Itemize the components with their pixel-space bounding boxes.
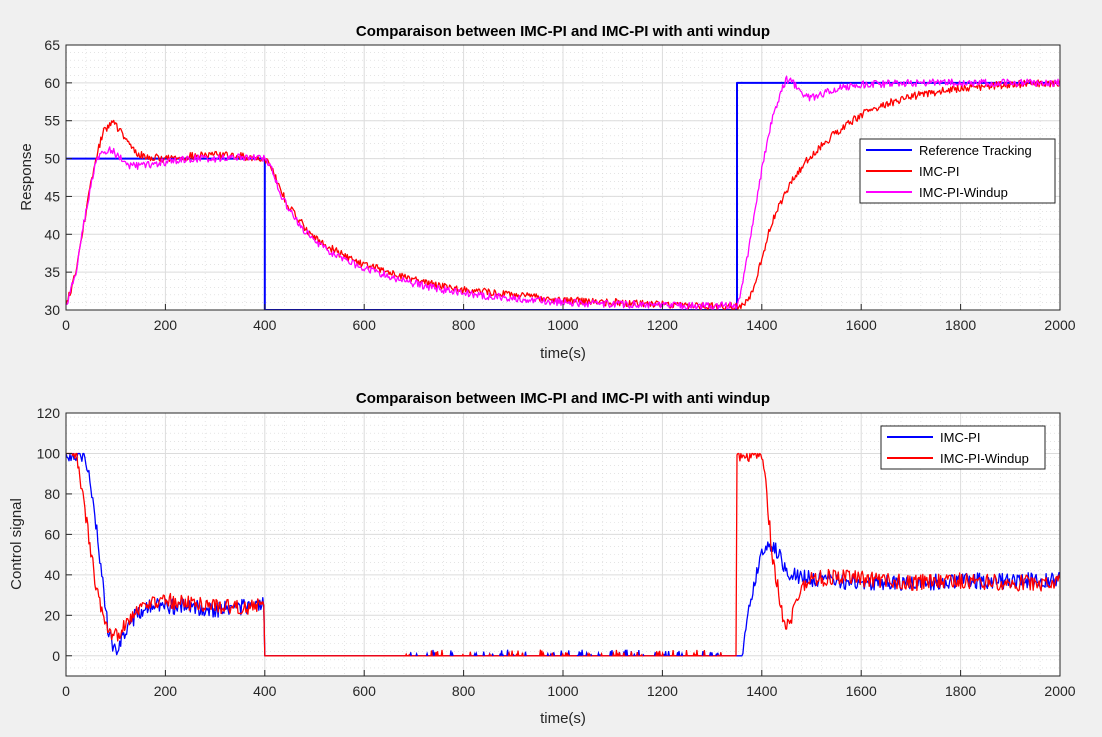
y-tick-label: 20: [44, 607, 60, 623]
x-tick-label: 600: [353, 683, 377, 699]
response-legend[interactable]: Reference Tracking IMC-PI IMC-PI-Windup: [859, 138, 1056, 204]
x-tick-label: 0: [62, 683, 70, 699]
x-tick-label: 400: [253, 683, 277, 699]
legend-label-reference-tracking: Reference Tracking: [919, 143, 1032, 158]
series-imc-pi-windup-ripple: [404, 649, 723, 657]
response-title: Comparaison between IMC-PI and IMC-PI wi…: [356, 23, 770, 40]
y-tick-label: 50: [44, 151, 60, 167]
legend-label-imc-pi: IMC-PI: [919, 164, 959, 179]
y-tick-label: 120: [37, 405, 61, 421]
x-tick-label: 1600: [846, 683, 877, 699]
y-tick-label: 35: [44, 264, 60, 280]
x-tick-label: 1000: [547, 683, 578, 699]
x-tick-label: 1400: [746, 683, 777, 699]
legend-label-imc-pi-windup: IMC-PI-Windup: [919, 185, 1008, 200]
x-tick-label: 1400: [746, 317, 777, 333]
x-tick-label: 2000: [1044, 317, 1075, 333]
response-axes: 0 200 400 600 800 1000 1200 1400 1600 1800 2000 30 3…: [18, 23, 1076, 362]
x-tick-label: 200: [154, 317, 178, 333]
x-tick-label: 600: [353, 317, 377, 333]
y-tick-label: 40: [44, 567, 60, 583]
x-tick-label: 800: [452, 317, 476, 333]
response-xlabel: time(s): [540, 345, 586, 362]
x-tick-label: 1800: [945, 683, 976, 699]
response-ylabel: Response: [18, 143, 35, 211]
x-tick-label: 1200: [647, 317, 678, 333]
x-tick-label: 1600: [846, 317, 877, 333]
x-tick-label: 1200: [647, 683, 678, 699]
y-tick-label: 30: [44, 302, 60, 318]
control-series: [66, 452, 1060, 657]
x-tick-label: 200: [154, 683, 178, 699]
control-xlabel: time(s): [540, 710, 586, 727]
y-tick-label: 65: [44, 37, 60, 53]
y-tick-label: 40: [44, 226, 60, 242]
x-tick-label: 1000: [547, 317, 578, 333]
control-signal-axes: 0 200 400 600 800 1000 1200 1400 1600 1800 2000 0 20…: [8, 390, 1076, 727]
control-legend-box: [880, 425, 1046, 470]
legend-label-imc-pi-windup-control: IMC-PI-Windup: [940, 451, 1029, 466]
y-tick-label: 45: [44, 188, 60, 204]
y-tick-label: 80: [44, 486, 60, 502]
y-tick-label: 100: [37, 445, 61, 461]
control-ylabel: Control signal: [8, 498, 25, 590]
series-reference-tracking-line: [66, 81, 1060, 310]
y-tick-label: 0: [52, 648, 60, 664]
response-ticks: 0 200 400 600 800 1000 1200 1400 1600 1800 2000 30 3…: [44, 37, 1075, 333]
control-legend[interactable]: IMC-PI IMC-PI-Windup: [880, 425, 1046, 470]
control-title: Comparaison between IMC-PI and IMC-PI wi…: [356, 390, 770, 407]
x-tick-label: 0: [62, 317, 70, 333]
series-group: [66, 452, 1060, 657]
legend-label-imc-pi-control: IMC-PI: [940, 430, 980, 445]
y-tick-label: 60: [44, 526, 60, 542]
control-ticks: 0 200 400 600 800 1000 1200 1400 1600 1800 2000 0 20…: [37, 405, 1076, 699]
x-tick-label: 400: [253, 317, 277, 333]
y-tick-label: 60: [44, 75, 60, 91]
x-tick-label: 800: [452, 683, 476, 699]
y-tick-label: 55: [44, 113, 60, 129]
x-tick-label: 1800: [945, 317, 976, 333]
x-tick-label: 2000: [1044, 683, 1075, 699]
